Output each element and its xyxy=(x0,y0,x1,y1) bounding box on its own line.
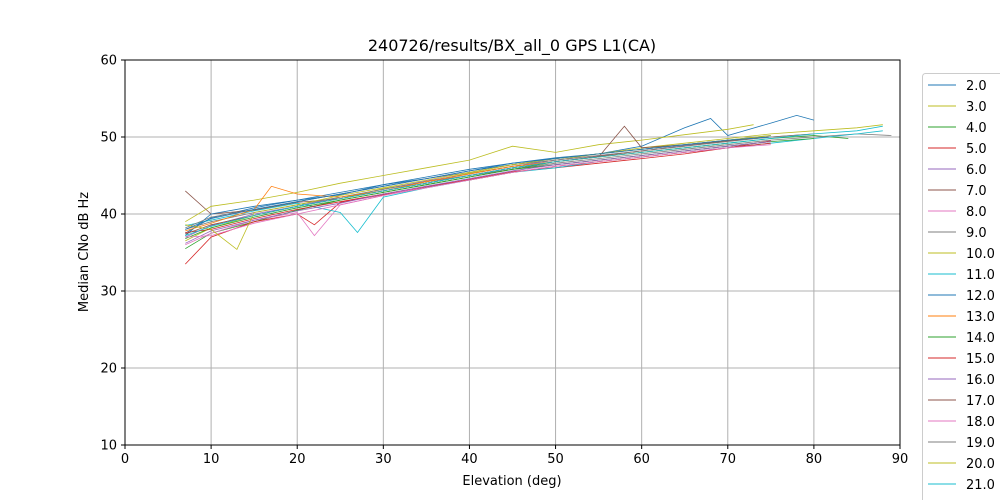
legend-label-15.0: 15.0 xyxy=(966,352,995,367)
legend-label-13.0: 13.0 xyxy=(966,310,995,325)
legend-label-2.0: 2.0 xyxy=(966,79,987,94)
series-lines xyxy=(185,115,891,264)
chart-title: 240726/results/BX_all_0 GPS L1(CA) xyxy=(368,36,656,56)
x-tick-label: 0 xyxy=(121,452,129,467)
y-axis-label: Median CNo dB Hz xyxy=(77,192,92,312)
x-axis: 0 10 20 30 40 50 60 70 80 90 xyxy=(121,445,908,467)
legend-label-5.0: 5.0 xyxy=(966,142,987,157)
legend-label-8.0: 8.0 xyxy=(966,205,987,220)
series-line-5.0 xyxy=(185,141,771,264)
legend-label-19.0: 19.0 xyxy=(966,436,995,451)
series-line-4.0 xyxy=(185,136,848,249)
legend-label-20.0: 20.0 xyxy=(966,457,995,472)
legend-label-12.0: 12.0 xyxy=(966,289,995,304)
legend-label-4.0: 4.0 xyxy=(966,121,987,136)
x-tick-label: 50 xyxy=(547,452,564,467)
plot-frame xyxy=(125,60,900,445)
legend-label-16.0: 16.0 xyxy=(966,373,995,388)
legend-label-7.0: 7.0 xyxy=(966,184,987,199)
legend-label-21.0: 21.0 xyxy=(966,478,995,493)
legend-label-17.0: 17.0 xyxy=(966,394,995,409)
x-tick-label: 40 xyxy=(461,452,478,467)
y-tick-label: 20 xyxy=(100,362,117,377)
x-tick-label: 60 xyxy=(633,452,650,467)
y-tick-label: 40 xyxy=(100,208,117,223)
legend-label-11.0: 11.0 xyxy=(966,268,995,283)
series-line-17.0 xyxy=(185,126,771,234)
series-line-11.0 xyxy=(185,131,883,233)
series-line-12.0 xyxy=(185,136,771,236)
y-tick-label: 60 xyxy=(100,54,117,69)
y-tick-label: 10 xyxy=(100,439,117,454)
x-tick-label: 30 xyxy=(375,452,392,467)
legend-label-14.0: 14.0 xyxy=(966,331,995,346)
legend: 2.0 3.0 4.0 5.0 6.0 7.0 8.0 9.0 10.0 11.0 12.0 13.0… xyxy=(923,74,1000,501)
y-tick-label: 50 xyxy=(100,131,117,146)
x-tick-label: 10 xyxy=(203,452,220,467)
grid xyxy=(125,60,900,445)
legend-label-3.0: 3.0 xyxy=(966,100,987,115)
legend-label-10.0: 10.0 xyxy=(966,247,995,262)
series-line-16.0 xyxy=(185,142,771,244)
legend-label-9.0: 9.0 xyxy=(966,226,987,241)
legend-label-6.0: 6.0 xyxy=(966,163,987,178)
x-tick-label: 90 xyxy=(892,452,909,467)
legend-label-18.0: 18.0 xyxy=(966,415,995,430)
y-axis: 10 20 30 40 50 60 xyxy=(100,54,125,454)
x-tick-label: 80 xyxy=(806,452,823,467)
x-tick-label: 70 xyxy=(720,452,737,467)
x-tick-label: 20 xyxy=(289,452,306,467)
x-axis-label: Elevation (deg) xyxy=(462,474,561,489)
y-tick-label: 30 xyxy=(100,285,117,300)
series-line-18.0 xyxy=(185,145,771,237)
